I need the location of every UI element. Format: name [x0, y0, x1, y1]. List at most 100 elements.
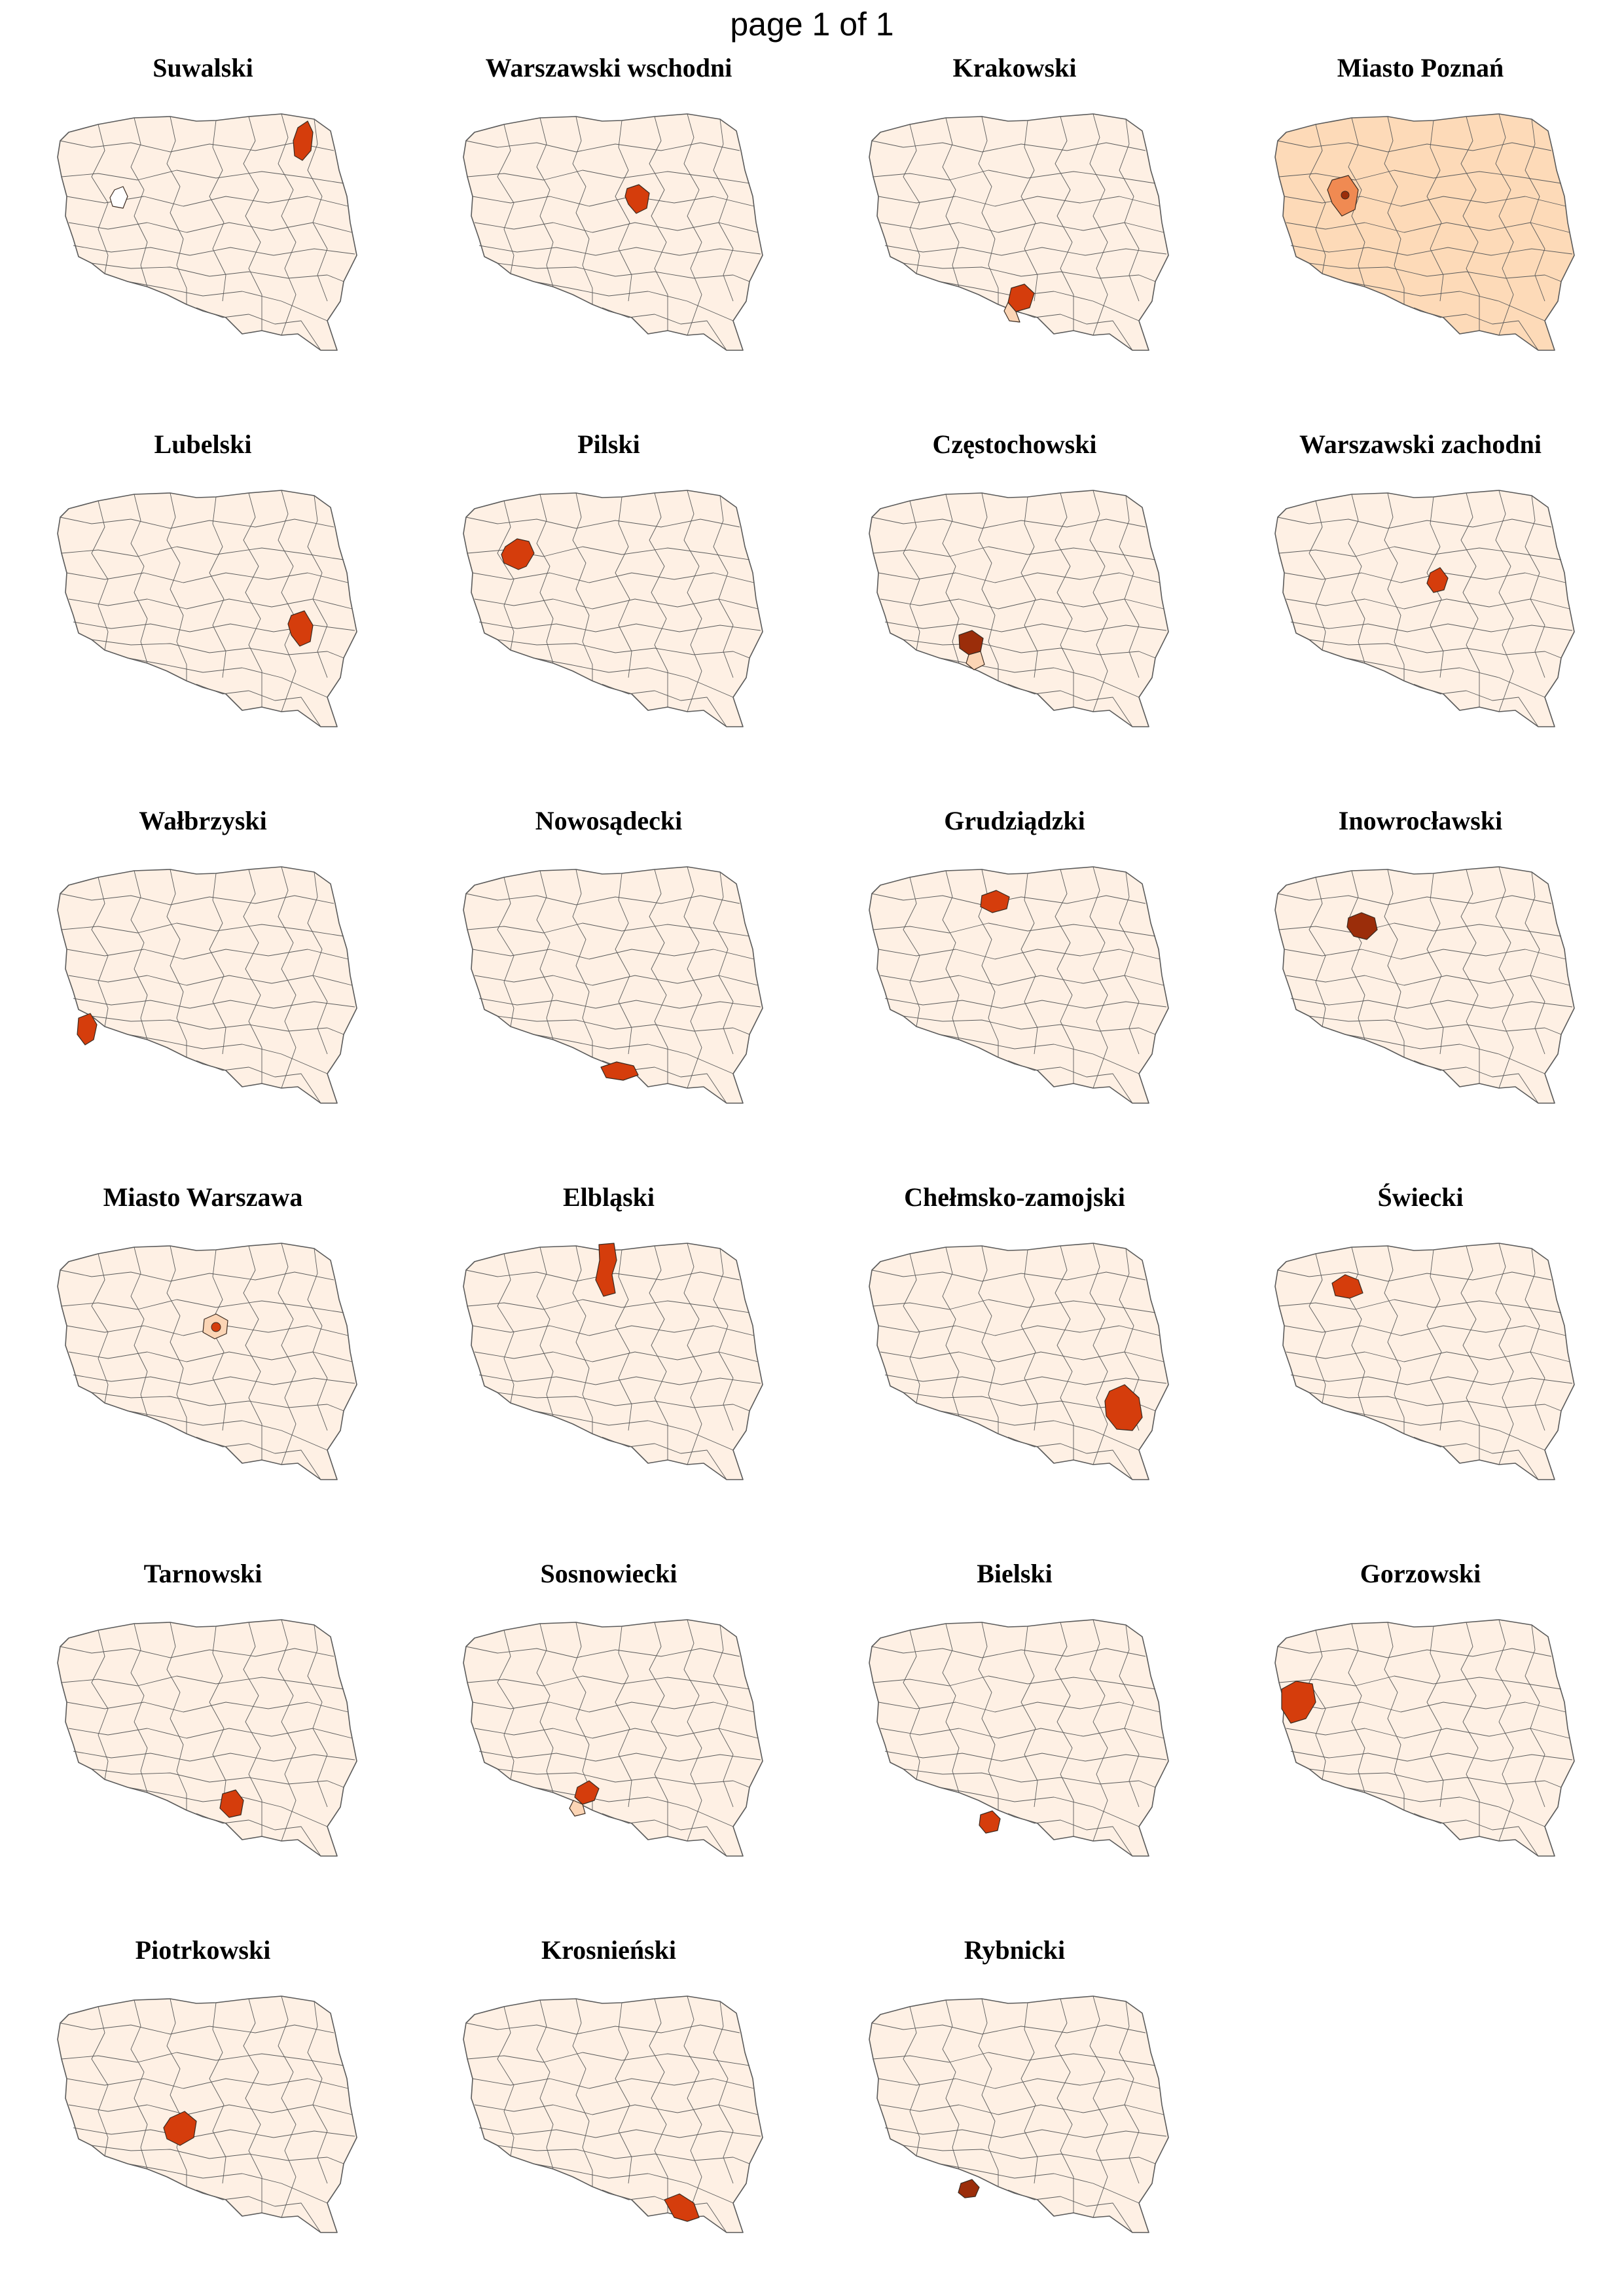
subregion-borders — [465, 1243, 761, 1480]
country-outline — [1274, 113, 1575, 351]
panel-title: Miasto Poznań — [1337, 53, 1504, 82]
panel-title: Tarnowski — [143, 1559, 262, 1588]
page-header: page 1 of 1 — [730, 6, 894, 43]
subregion-borders — [871, 1995, 1167, 2233]
subregion-border — [536, 1247, 554, 1417]
subregion-border — [1277, 1646, 1552, 1658]
subregion-border — [1348, 117, 1365, 287]
subregion-border — [478, 998, 761, 1009]
subregion-border — [572, 492, 593, 681]
poland-map — [463, 1243, 763, 1480]
country-outline — [463, 490, 763, 727]
subregion-border — [497, 877, 514, 1027]
subregion-border — [939, 1034, 1140, 1074]
subregion-border — [472, 196, 755, 207]
subregion-border — [1286, 1351, 1570, 1362]
subregion-border — [615, 496, 632, 678]
district-highlight — [1331, 1274, 1363, 1299]
panel-title: Inowrocławski — [1338, 806, 1503, 835]
subregion-border — [1089, 866, 1108, 1089]
subregion-border — [497, 1768, 750, 1788]
subregion-border — [1290, 245, 1573, 256]
subregion-border — [196, 1436, 321, 1480]
subregion-border — [683, 866, 702, 1089]
subregion-border — [942, 1247, 960, 1417]
subregion-border — [1525, 871, 1545, 1055]
subregion-border — [278, 1619, 297, 1842]
subregion-border — [1344, 1787, 1545, 1827]
subregion-border — [942, 494, 960, 664]
panel-title: Piotrkowski — [135, 1935, 271, 1965]
subregion-border — [130, 117, 148, 287]
subregion-border — [1007, 307, 1133, 351]
subregion-border — [572, 1998, 593, 2187]
subregion-border — [1426, 1626, 1444, 1808]
subregion-border — [649, 116, 668, 331]
subregion-border — [66, 572, 349, 583]
subregion-border — [880, 222, 1164, 233]
subregion-border — [91, 263, 344, 282]
subregion-border — [127, 2163, 328, 2204]
subregion-border — [533, 1787, 734, 1827]
subregion-border — [68, 2104, 353, 2115]
subregion-border — [1413, 1813, 1539, 1857]
subregion-borders — [1277, 113, 1573, 351]
subregion-border — [91, 1253, 109, 1404]
subregion-border — [649, 1245, 668, 1460]
poland-map — [463, 113, 763, 351]
subregion-borders — [871, 1619, 1167, 1857]
subregion-border — [465, 140, 740, 153]
subregion-border — [278, 1243, 297, 1465]
subregion-border — [903, 1630, 920, 1780]
subregion-border — [73, 1751, 355, 1762]
subregion-border — [536, 1623, 554, 1793]
subregion-border — [1055, 1245, 1074, 1460]
subregion-borders — [60, 113, 355, 351]
subregion-border — [713, 871, 734, 1055]
district-highlight — [1341, 191, 1350, 200]
subregion-border — [1460, 492, 1480, 707]
subregion-borders — [60, 866, 355, 1104]
panel-title: Sosnowiecki — [540, 1559, 677, 1588]
subregion-border — [1308, 124, 1326, 274]
subregion-border — [1308, 1015, 1562, 1035]
subregion-border — [60, 1646, 334, 1658]
subregion-border — [166, 492, 187, 681]
subregion-border — [1089, 1995, 1108, 2218]
subregion-border — [978, 1998, 999, 2187]
subregion-border — [497, 1015, 750, 1035]
subregion-border — [91, 639, 344, 659]
panel-title: Lubelski — [154, 429, 252, 459]
poland-map — [463, 866, 763, 1104]
subregion-border — [166, 1998, 187, 2187]
subregion-border — [166, 1245, 187, 1434]
country-outline — [463, 1243, 763, 1480]
subregion-borders — [1277, 1243, 1573, 1480]
subregion-border — [91, 1392, 344, 1412]
poland-map — [57, 1619, 357, 1857]
subregion-border — [1290, 1374, 1573, 1385]
subregion-border — [478, 1374, 761, 1385]
subregion-border — [1384, 1622, 1405, 1810]
subregion-border — [615, 120, 632, 302]
subregion-border — [243, 1622, 262, 1836]
subregion-border — [497, 2145, 750, 2164]
subregion-border — [1460, 116, 1480, 331]
subregion-border — [884, 245, 1167, 256]
poland-map — [463, 1995, 763, 2233]
country-outline — [57, 1995, 357, 2233]
district-highlight — [1104, 1384, 1143, 1431]
subregion-border — [66, 2078, 349, 2089]
subregion-border — [1460, 1245, 1480, 1460]
subregion-border — [465, 2022, 740, 2035]
subregion-border — [572, 116, 593, 304]
subregion-border — [243, 116, 262, 331]
subregion-border — [1460, 869, 1480, 1084]
subregion-border — [91, 1768, 344, 1788]
panel-title: Krosnieński — [541, 1935, 676, 1965]
subregion-border — [939, 1410, 1140, 1451]
subregion-border — [1007, 1060, 1133, 1104]
map-panel-inowroclawski: Inowrocławski — [1218, 753, 1623, 1129]
subregion-border — [533, 1034, 734, 1074]
subregion-border — [478, 1751, 761, 1762]
